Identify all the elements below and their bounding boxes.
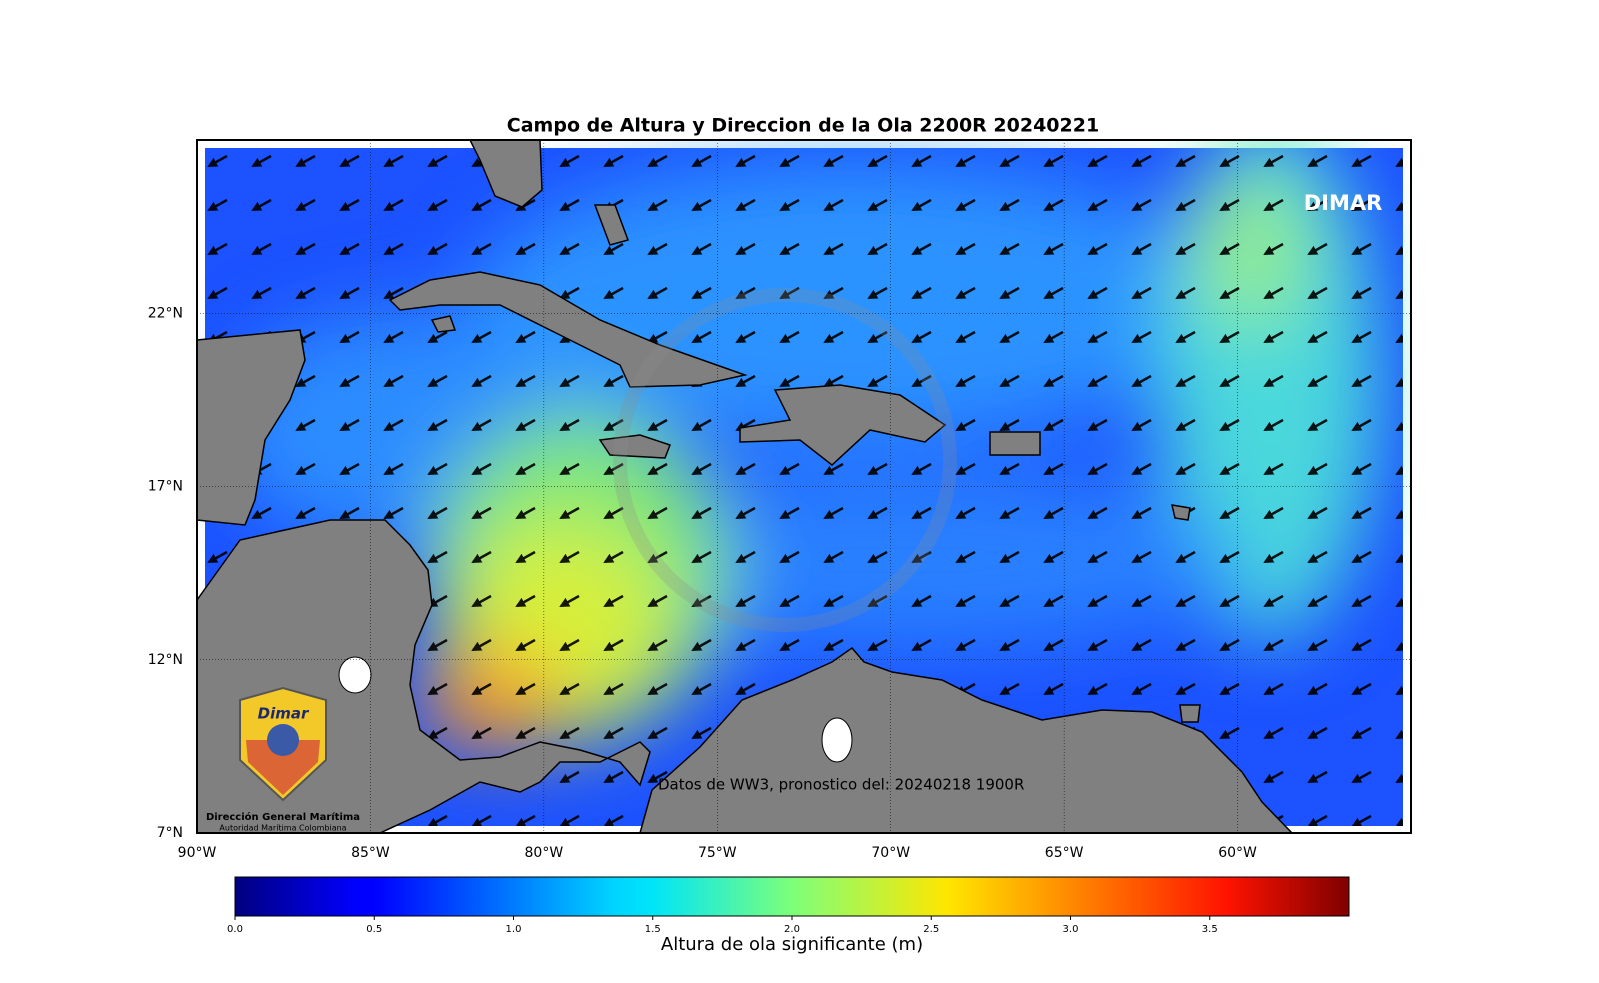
colorbar-tick-label: 0.0	[227, 924, 243, 935]
y-tick-label: 22°N	[148, 305, 183, 321]
colorbar-tick-label: 2.0	[784, 924, 800, 935]
watermark: DIMAR	[1304, 191, 1383, 215]
colorbar-tick-label: 1.0	[506, 924, 522, 935]
y-tick-label: 7°N	[157, 825, 183, 841]
logo: Dimar Dirección General Marítima Autorid…	[206, 686, 360, 833]
watermark-seal	[613, 288, 957, 632]
logo-name: Dirección General Marítima	[206, 811, 360, 823]
logo-brand: Dimar	[258, 705, 310, 723]
map-frame	[196, 139, 1412, 834]
x-tick-label: 75°W	[698, 845, 737, 861]
map-area	[197, 140, 1411, 833]
x-tick-label: 85°W	[351, 845, 390, 861]
y-tick-label: 17°N	[148, 479, 183, 495]
x-tick-label: 80°W	[525, 845, 564, 861]
x-tick-label: 65°W	[1045, 845, 1084, 861]
colorbar	[234, 876, 1350, 917]
colorbar-tick-label: 3.5	[1202, 924, 1218, 935]
logo-subtitle: Autoridad Marítima Colombiana	[219, 824, 346, 833]
logo-emblem	[267, 724, 299, 756]
logo-band	[246, 740, 320, 795]
colorbar-tick-label: 3.0	[1063, 924, 1079, 935]
note: Datos de WW3, pronostico del: 20240218 1…	[658, 776, 1024, 794]
colorbar-tick-label: 2.5	[923, 924, 939, 935]
x-tick-label: 90°W	[178, 845, 217, 861]
y-tick-label: 12°N	[148, 652, 183, 668]
grid	[197, 140, 1411, 833]
colorbar-tick-label: 1.5	[645, 924, 661, 935]
colorbar-tick-label: 0.5	[366, 924, 382, 935]
x-tick-label: 60°W	[1218, 845, 1257, 861]
lake	[821, 717, 853, 763]
lake	[338, 656, 372, 694]
x-tick-label: 70°W	[871, 845, 910, 861]
colorbar-label: Altura de ola significante (m)	[661, 934, 923, 955]
map-title: Campo de Altura y Direccion de la Ola 22…	[507, 115, 1099, 137]
